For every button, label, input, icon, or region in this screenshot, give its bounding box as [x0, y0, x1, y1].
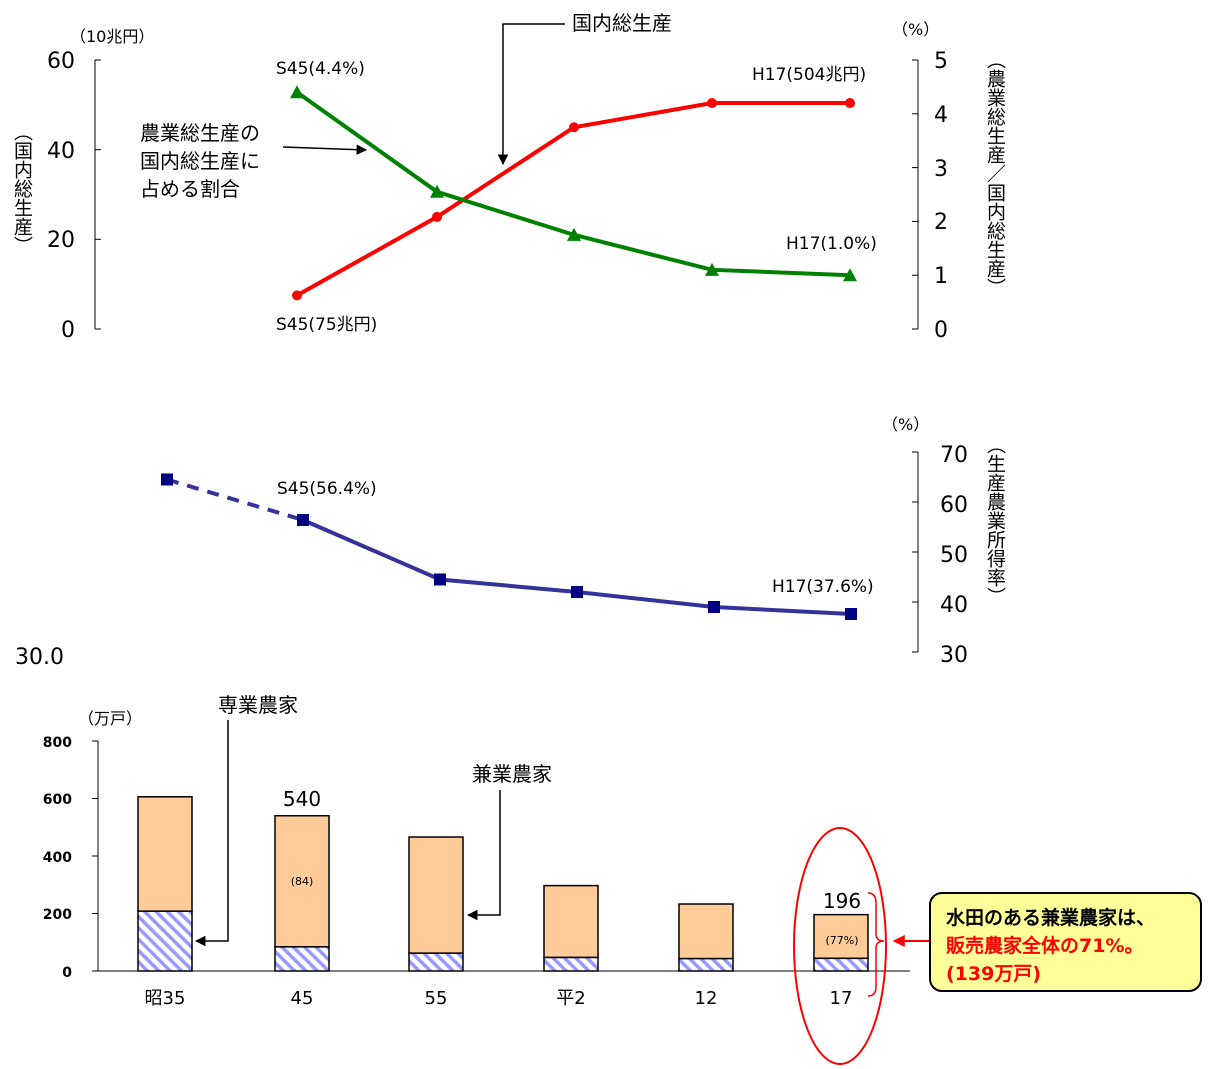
c3-total-label-17: 196	[823, 889, 861, 913]
part-time-bar	[678, 903, 734, 960]
c1-right-tick-label: 1	[934, 264, 948, 289]
full-time-bar	[678, 957, 734, 972]
agri-share-point	[430, 184, 444, 198]
c1-green-callout-line1: 農業総生産の	[140, 121, 260, 145]
c3-part-time-arrow	[466, 790, 501, 921]
part-time-bar	[408, 836, 464, 954]
c1-right-tick-label: 5	[934, 49, 948, 74]
full-time-bar	[274, 946, 330, 972]
c2-right-tick-label: 60	[940, 493, 968, 518]
c1-red-callout-arrow	[497, 23, 565, 166]
c1-green-end-label: H17(1.0%)	[786, 234, 877, 254]
c1-red-callout: 国内総生産	[572, 11, 672, 35]
c3-callout-box	[929, 892, 1202, 992]
income-rate-point	[845, 608, 857, 620]
c1-left-tick-label: 60	[47, 49, 75, 74]
c3-total-label-45: 540	[283, 787, 321, 811]
agri-share-point	[843, 268, 857, 282]
c1-green-callout-line2: 国内総生産に	[140, 149, 260, 173]
c3-y-tick-label: 0	[62, 965, 72, 981]
c1-green-callout-line3: 占める割合	[140, 177, 240, 201]
income-rate-point	[708, 601, 720, 613]
c3-callout-line2: 販売農家全体の71%。	[946, 934, 1143, 957]
income-rate-point	[297, 514, 309, 526]
c2-right-tick-label: 50	[940, 543, 968, 568]
c1-right-tick-label: 0	[934, 318, 948, 343]
c1-left-unit: （10兆円）	[70, 27, 154, 46]
c1-right-tick-label: 4	[934, 103, 948, 128]
income-rate-series-line	[302, 518, 852, 616]
c2-right-unit: （%）	[882, 415, 929, 434]
c3-brace	[867, 892, 885, 997]
x-category-label: 55	[425, 988, 448, 1009]
c2-stray-label: 30.0	[15, 645, 64, 670]
c1-left-tick-label: 0	[61, 318, 75, 343]
c1-right-tick-label: 2	[934, 210, 948, 235]
x-category-label: 17	[830, 988, 853, 1009]
part-time-bar	[813, 913, 869, 960]
c2-right-tick-label: 30	[940, 643, 968, 668]
full-time-bar	[137, 910, 193, 972]
gdp-point	[845, 98, 855, 109]
c1-green-start-label: S45(4.4%)	[276, 59, 365, 79]
c3-y-tick-label: 400	[43, 850, 72, 866]
full-time-bar	[813, 957, 869, 972]
income-rate-point	[571, 586, 583, 598]
c3-y-unit: （万戸）	[78, 709, 142, 728]
gdp-point	[707, 98, 717, 109]
part-time-bar	[137, 796, 193, 912]
c1-left-tick-label: 20	[47, 228, 75, 253]
income-rate-chart: 70 60 50 40 30 （%） （生産農業所得率） 30.0 S45(56…	[15, 415, 1006, 670]
c3-highlight-ellipse	[793, 827, 887, 1065]
c1-left-axis-label: （国内総生産）	[11, 122, 33, 255]
c1-red-end-label: H17(504兆円)	[752, 65, 866, 85]
c3-y-tick-label: 800	[43, 735, 72, 751]
c1-right-tick-label: 3	[934, 157, 948, 182]
c2-start-label: S45(56.4%)	[277, 479, 377, 499]
c1-green-callout-arrow	[282, 144, 368, 155]
c3-callout-line3: (139万戸)	[946, 963, 1041, 985]
gdp-point	[569, 122, 579, 133]
part-time-bar	[543, 884, 599, 959]
x-category-label: 45	[291, 988, 314, 1009]
c3-y-tick-label: 200	[43, 907, 72, 923]
agri-share-point	[567, 227, 581, 241]
c2-right-tick-label: 70	[940, 443, 968, 468]
income-rate-dashed-segment	[166, 477, 304, 522]
x-category-label: 平2	[556, 988, 585, 1009]
c2-right-tick-label: 40	[940, 593, 968, 618]
x-category-label: 昭35	[145, 988, 186, 1009]
farm-households-chart: 800 600 400 200 0 （万戸） 昭35 45 55 平2 12 17 540…	[43, 693, 1202, 1065]
full-time-bar	[543, 956, 599, 972]
x-category-label: 12	[695, 988, 718, 1009]
c3-part-time-callout: 兼業農家	[472, 762, 552, 786]
c1-red-start-label: S45(75兆円)	[276, 315, 377, 335]
agri-share-point	[290, 85, 304, 99]
c3-pct-label-17: (77%)	[825, 934, 858, 947]
c3-y-tick-label: 600	[43, 792, 72, 808]
c3-pct-label-45: (84)	[291, 875, 314, 888]
c2-right-axis-label: （生産農業所得率）	[984, 435, 1006, 606]
gdp-chart: 60 40 20 0 （10兆円） （国内総生産） 5 4 3 2 1 0 （%…	[11, 11, 1006, 343]
c3-callout-line1: 水田のある兼業農家は、	[946, 906, 1155, 929]
c2-end-label: H17(37.6%)	[772, 577, 874, 597]
gdp-point	[292, 290, 302, 301]
agri-share-point	[705, 262, 719, 276]
c1-right-axis-label: （農業総生産／国内総生産）	[984, 50, 1006, 297]
c3-full-time-arrow	[194, 720, 229, 947]
c1-right-unit: （%）	[892, 20, 939, 39]
full-time-bar	[408, 952, 464, 972]
c1-left-tick-label: 40	[47, 139, 75, 164]
income-rate-point	[434, 573, 446, 586]
income-rate-point	[161, 473, 173, 486]
gdp-point	[432, 211, 442, 222]
part-time-bar	[274, 815, 330, 948]
c3-full-time-callout: 専業農家	[218, 693, 298, 717]
